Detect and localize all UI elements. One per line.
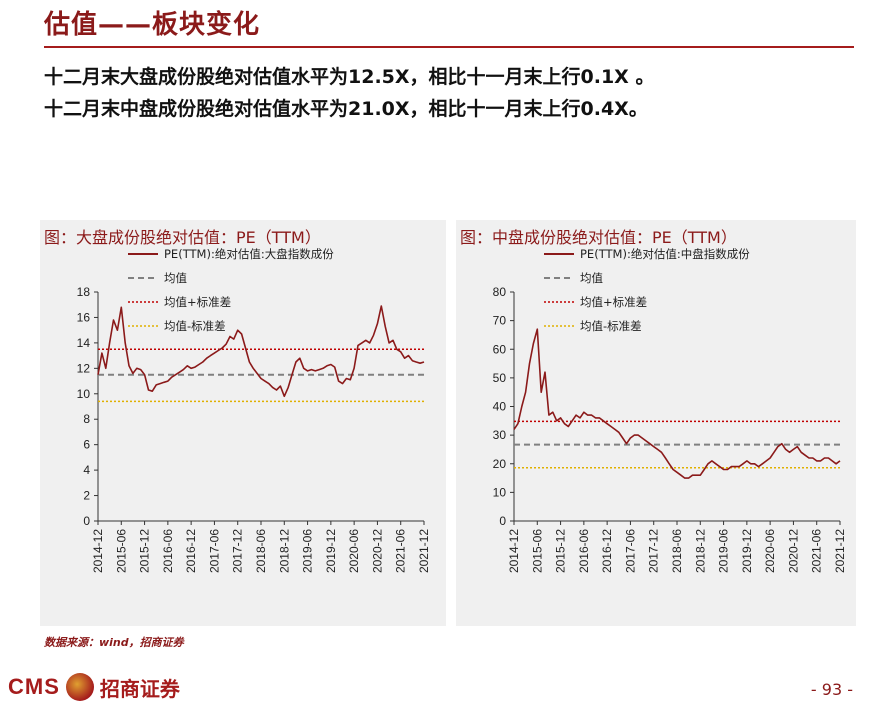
- x-tick-label: 2021-06: [394, 529, 408, 573]
- y-tick-label: 80: [493, 285, 507, 299]
- y-tick-label: 50: [493, 371, 507, 385]
- legend-label: 均值-标准差: [164, 319, 226, 333]
- x-tick-label: 2016-12: [184, 529, 198, 573]
- x-tick-label: 2015-12: [554, 529, 568, 573]
- legend-label: 均值: [164, 271, 187, 285]
- x-tick-label: 2019-12: [324, 529, 338, 573]
- x-tick-label: 2020-06: [347, 529, 361, 573]
- x-tick-label: 2017-06: [623, 529, 637, 573]
- x-tick-label: 2018-12: [693, 529, 707, 573]
- x-tick-label: 2017-12: [231, 529, 245, 573]
- x-tick-label: 2021-12: [833, 529, 847, 573]
- x-tick-label: 2017-12: [647, 529, 661, 573]
- large-cap-pe-chart: 0 2 4 6 8 10 12 14 16 18 2014-12 2015-06 2015-12 2016…: [77, 247, 431, 573]
- page-title: 估值——板块变化: [44, 10, 261, 40]
- legend-label: 均值+标准差: [164, 295, 231, 309]
- x-tick-label: 2016-06: [161, 529, 175, 573]
- y-tick-label: 70: [493, 314, 507, 328]
- y-tick-label: 8: [83, 412, 90, 426]
- headline-large-cap: 十二月末大盘成份股绝对估值水平为12.5X，相比十一月末上行0.1X 。: [44, 66, 655, 88]
- x-tick-label: 2014-12: [91, 529, 105, 573]
- logo-text: CMS: [8, 674, 60, 699]
- y-tick-label: 10: [493, 485, 507, 499]
- y-tick-label: 20: [493, 457, 507, 471]
- x-tick-label: 2021-06: [810, 529, 824, 573]
- chart-title: 图：大盘成份股绝对估值：PE（TTM）: [44, 228, 321, 247]
- y-tick-label: 30: [493, 428, 507, 442]
- legend-label: PE(TTM):绝对估值:大盘指数成份: [164, 247, 334, 261]
- data-source-note: 数据来源：wind，招商证券: [44, 636, 184, 649]
- x-tick-label: 2021-12: [417, 529, 431, 573]
- y-tick-label: 40: [493, 400, 507, 414]
- y-tick-label: 12: [77, 361, 91, 375]
- y-tick-label: 0: [499, 514, 506, 528]
- x-tick-label: 2018-06: [670, 529, 684, 573]
- legend-label: 均值-标准差: [580, 319, 642, 333]
- logo-company-name: 招商证券: [99, 676, 180, 701]
- y-tick-label: 10: [77, 387, 91, 401]
- logo-emblem-icon: [65, 673, 94, 701]
- pe-series-line: [513, 328, 841, 479]
- x-tick-label: 2018-12: [277, 529, 291, 573]
- legend-label: 均值: [580, 271, 603, 285]
- y-tick-label: 6: [83, 438, 90, 452]
- pe-series-line: [97, 305, 425, 398]
- y-tick-label: 60: [493, 342, 507, 356]
- x-tick-label: 2019-06: [717, 529, 731, 573]
- x-tick-label: 2015-12: [138, 529, 152, 573]
- y-tick-label: 4: [83, 463, 90, 477]
- x-tick-label: 2017-06: [207, 529, 221, 573]
- mid-cap-pe-chart: 0 10 20 30 40 50 60 70 80 2014-12 2015-06 2015-12 20…: [493, 247, 847, 573]
- x-tick-label: 2016-06: [577, 529, 591, 573]
- x-tick-label: 2019-06: [301, 529, 315, 573]
- x-tick-label: 2016-12: [600, 529, 614, 573]
- x-tick-label: 2020-12: [370, 529, 384, 573]
- y-tick-label: 16: [77, 310, 91, 324]
- x-tick-label: 2019-12: [740, 529, 754, 573]
- headline-mid-cap: 十二月末中盘成份股绝对估值水平为21.0X，相比十一月末上行0.4X。: [44, 98, 648, 120]
- x-tick-label: 2014-12: [507, 529, 521, 573]
- chart-panel-large-cap: 图：大盘成份股绝对估值：PE（TTM） 0 2 4 6 8 10 12 14 16 18 2014-…: [40, 220, 446, 626]
- x-tick-label: 2020-12: [786, 529, 800, 573]
- title-divider: [44, 46, 854, 48]
- chart-title: 图：中盘成份股绝对估值：PE（TTM）: [460, 228, 737, 247]
- y-tick-label: 14: [77, 336, 91, 350]
- x-tick-label: 2018-06: [254, 529, 268, 573]
- legend-label: 均值+标准差: [580, 295, 647, 309]
- company-logo: CMS 招商证券: [8, 672, 180, 702]
- page-number: - 93 -: [810, 680, 853, 699]
- y-tick-label: 2: [83, 489, 90, 503]
- y-tick-label: 18: [77, 285, 91, 299]
- legend-label: PE(TTM):绝对估值:中盘指数成份: [580, 247, 750, 261]
- y-tick-label: 0: [83, 514, 90, 528]
- chart-panel-mid-cap: 图：中盘成份股绝对估值：PE（TTM） 0 10 20 30 40 50 60 70 80 201…: [456, 220, 856, 626]
- x-tick-label: 2015-06: [114, 529, 128, 573]
- x-tick-label: 2020-06: [763, 529, 777, 573]
- x-tick-label: 2015-06: [530, 529, 544, 573]
